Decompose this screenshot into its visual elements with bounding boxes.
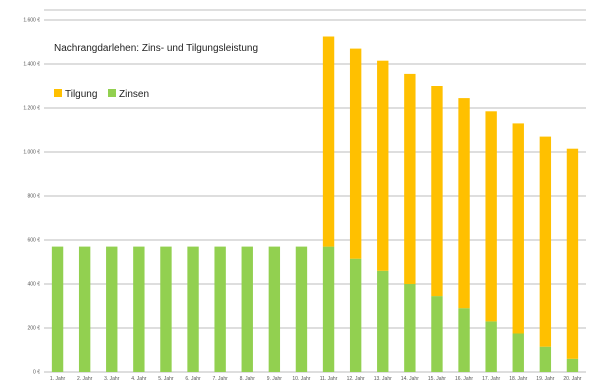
bar-tilgung [458, 98, 470, 309]
bar-tilgung [512, 123, 524, 334]
x-tick-label: 17. Jahr [482, 376, 500, 381]
x-tick-label: 14. Jahr [401, 376, 419, 381]
legend: Tilgung Zinsen [54, 89, 149, 100]
x-tick-label: 16. Jahr [455, 376, 473, 381]
legend-label-tilgung: Tilgung [65, 89, 97, 100]
y-axis-ticks: 0 € 200 € 400 € 600 € 800 € 1.000 € 1.200 € 1.4… [23, 18, 40, 376]
x-tick-label: 4. Jahr [131, 376, 147, 381]
y-tick-label: 800 € [27, 194, 40, 200]
legend-label-zinsen: Zinsen [119, 89, 149, 100]
bar-tilgung [485, 111, 497, 322]
x-tick-label: 3. Jahr [104, 376, 120, 381]
bar-zinsen [133, 246, 145, 372]
x-tick-label: 11. Jahr [320, 376, 338, 381]
bar-zinsen [295, 246, 308, 372]
x-tick-label: 1. Jahr [50, 376, 66, 381]
x-tick-label: 6. Jahr [185, 376, 201, 381]
x-tick-label: 19. Jahr [536, 376, 554, 381]
bar-zinsen [187, 246, 199, 372]
bar-tilgung [431, 86, 443, 297]
bar-zinsen [404, 284, 416, 372]
y-tick-label: 1.400 € [23, 62, 40, 68]
x-axis-ticks: 1. Jahr 2. Jahr 3. Jahr 4. Jahr 5. Jahr 6. Ja… [50, 376, 582, 381]
x-tick-label: 5. Jahr [158, 376, 174, 381]
x-tick-label: 10. Jahr [292, 376, 310, 381]
bar-zinsen [214, 246, 226, 372]
x-tick-label: 9. Jahr [267, 376, 283, 381]
bar-zinsen [241, 246, 253, 372]
x-tick-label: 8. Jahr [240, 376, 256, 381]
y-tick-label: 1.000 € [23, 150, 40, 156]
bar-zinsen [78, 246, 91, 372]
bar-tilgung [566, 148, 579, 359]
bars [51, 36, 579, 372]
bar-zinsen [160, 246, 172, 372]
bar-tilgung [377, 60, 389, 271]
x-tick-label: 2. Jahr [77, 376, 93, 381]
x-tick-label: 7. Jahr [213, 376, 229, 381]
y-tick-label: 0 € [33, 370, 40, 376]
chart-title: Nachrangdarlehen: Zins- und Tilgungsleis… [54, 43, 258, 54]
bar-zinsen [566, 358, 579, 372]
x-tick-label: 12. Jahr [347, 376, 365, 381]
bar-zinsen [431, 296, 443, 372]
gridlines [44, 19, 586, 373]
x-tick-label: 15. Jahr [428, 376, 446, 381]
y-tick-label: 600 € [27, 238, 40, 244]
y-tick-label: 1.200 € [23, 106, 40, 112]
y-tick-label: 400 € [27, 282, 40, 288]
bar-zinsen [349, 258, 362, 372]
x-tick-label: 13. Jahr [374, 376, 392, 381]
legend-swatch-tilgung [54, 89, 62, 97]
bar-zinsen [322, 246, 335, 372]
bar-tilgung [322, 36, 335, 247]
y-tick-label: 200 € [27, 326, 40, 332]
y-tick-label: 1.600 € [23, 18, 40, 24]
bar-zinsen [512, 333, 524, 372]
bar-zinsen [106, 246, 118, 372]
bar-tilgung [404, 73, 416, 285]
bar-tilgung [539, 136, 552, 347]
bar-zinsen [51, 246, 64, 372]
bar-tilgung [349, 48, 362, 259]
x-tick-label: 20. Jahr [563, 376, 581, 381]
bar-zinsen [377, 270, 389, 372]
bar-zinsen [539, 346, 552, 372]
bar-zinsen [458, 308, 470, 372]
bar-zinsen [485, 321, 497, 372]
x-tick-label: 18. Jahr [509, 376, 527, 381]
legend-swatch-zinsen [108, 89, 116, 97]
bar-zinsen [268, 246, 281, 372]
